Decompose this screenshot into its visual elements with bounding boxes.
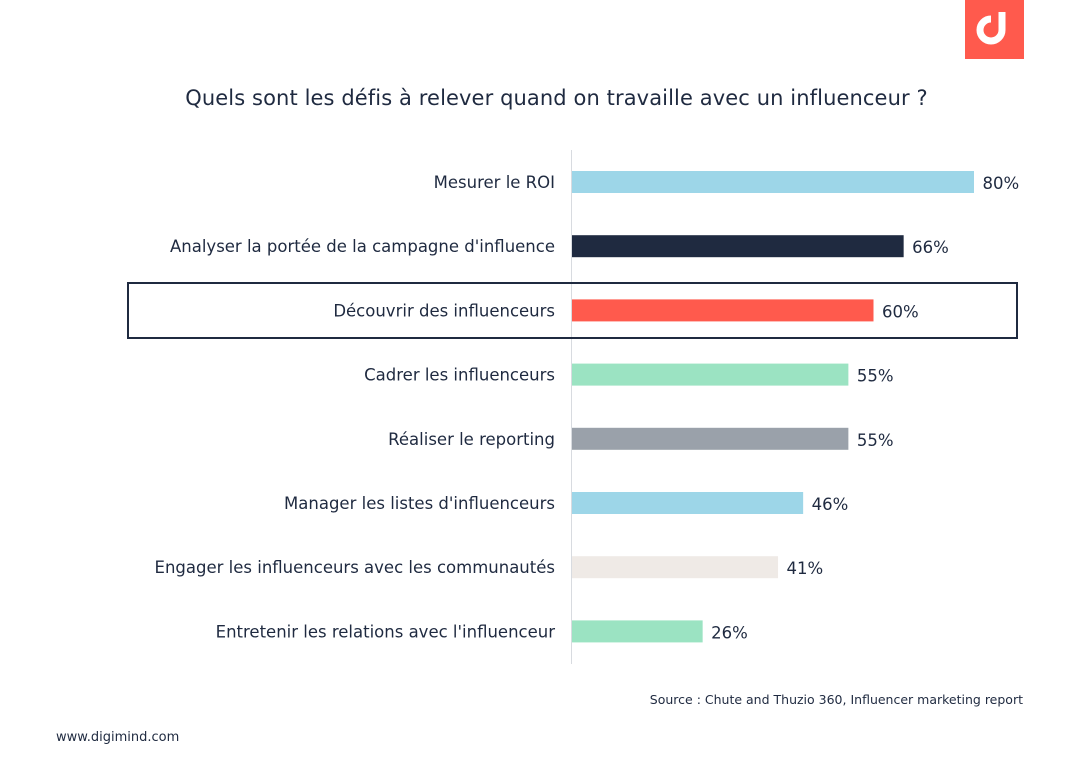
category-label: Manager les listes d'influenceurs	[284, 494, 555, 513]
bar	[572, 427, 849, 450]
source-note: Source : Chute and Thuzio 360, Influence…	[649, 692, 1023, 707]
value-label: 55%	[857, 367, 894, 386]
bar	[572, 363, 849, 386]
value-label: 55%	[857, 431, 894, 450]
category-label: Réaliser le reporting	[388, 430, 555, 449]
bar	[572, 620, 703, 643]
category-label: Engager les influenceurs avec les commun…	[155, 558, 555, 577]
value-label: 46%	[812, 495, 849, 514]
category-label: Entretenir les relations avec l'influenc…	[216, 622, 556, 641]
value-label: 60%	[882, 302, 919, 321]
category-label: Analyser la portée de la campagne d'infl…	[170, 237, 555, 256]
chart-title: Quels sont les défis à relever quand on …	[185, 86, 928, 110]
category-label: Mesurer le ROI	[434, 173, 555, 192]
value-label: 80%	[983, 174, 1020, 193]
value-label: 66%	[912, 238, 949, 257]
category-label: Découvrir des influenceurs	[333, 301, 555, 320]
bar	[572, 492, 804, 514]
digimind-logo-icon	[965, 0, 1024, 59]
bar	[572, 235, 904, 258]
highlight-frame	[127, 282, 1018, 339]
category-label: Cadrer les influenceurs	[364, 366, 555, 385]
value-label: 41%	[787, 559, 824, 578]
bar	[572, 171, 974, 193]
bar	[572, 556, 779, 579]
value-label: 26%	[711, 623, 748, 642]
website-link[interactable]: www.digimind.com	[56, 730, 180, 745]
bar	[572, 299, 874, 322]
